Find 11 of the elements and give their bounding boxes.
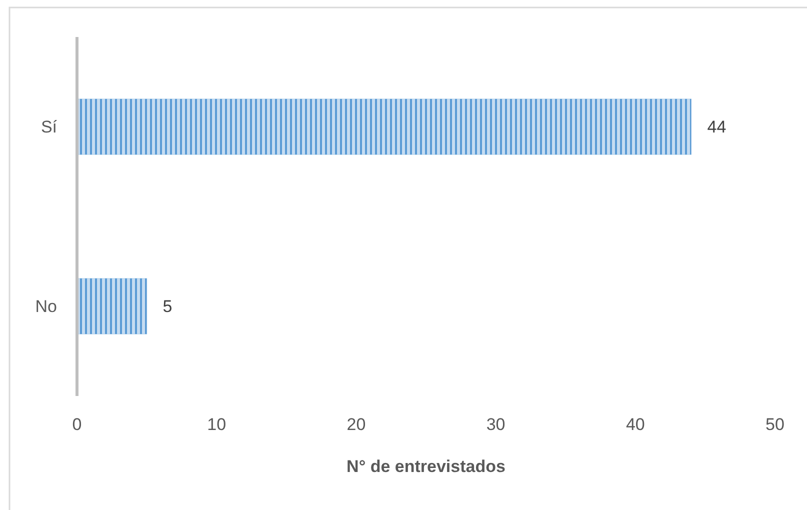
y-tick-label: Sí bbox=[40, 118, 58, 137]
x-tick-label: 20 bbox=[346, 415, 366, 434]
x-tick-label: 50 bbox=[766, 415, 784, 434]
y-tick-label: No bbox=[35, 297, 57, 316]
x-tick-label: 40 bbox=[626, 415, 645, 434]
data-label: 5 bbox=[162, 297, 172, 316]
x-axis-title: N° de entrevistados bbox=[346, 457, 506, 476]
data-label: 44 bbox=[707, 118, 726, 137]
x-tick-label: 0 bbox=[72, 415, 82, 434]
x-tick-label: 10 bbox=[207, 415, 226, 434]
x-tick-label: 30 bbox=[486, 415, 506, 434]
